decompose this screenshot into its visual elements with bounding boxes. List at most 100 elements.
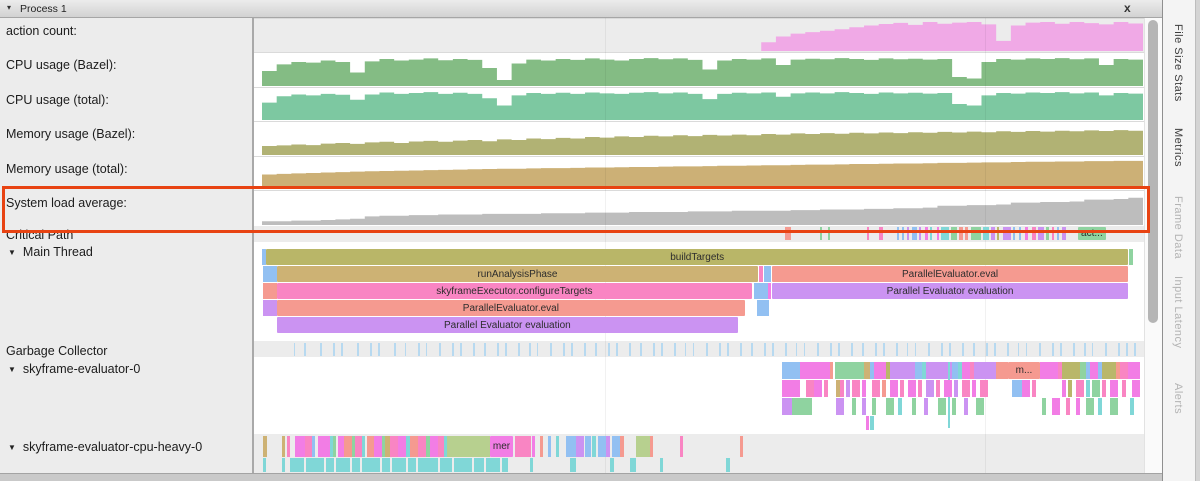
event-slice[interactable] (881, 380, 886, 397)
event-slice[interactable] (555, 436, 560, 457)
event-slice[interactable] (518, 343, 520, 356)
event-slice[interactable] (1097, 362, 1102, 379)
event-slice[interactable] (996, 227, 1000, 240)
event-slice[interactable] (872, 398, 876, 415)
event-slice[interactable] (969, 362, 974, 379)
event-slice[interactable] (653, 343, 655, 356)
event-slice[interactable] (906, 343, 909, 356)
event-slice[interactable] (758, 266, 764, 282)
event-slice[interactable] (1085, 362, 1090, 379)
event-slice[interactable] (304, 436, 313, 457)
event-slice[interactable] (404, 343, 407, 356)
event-slice[interactable] (958, 227, 963, 240)
event-slice[interactable] (943, 380, 952, 397)
event-slice[interactable] (304, 343, 306, 356)
event-slice[interactable] (1007, 343, 1009, 356)
event-slice[interactable] (982, 227, 989, 240)
event-slice[interactable] (957, 362, 962, 379)
event-slice[interactable] (846, 380, 850, 397)
event-slice[interactable] (901, 227, 904, 240)
event-badge[interactable]: Parallel Evaluator evaluation (772, 283, 1129, 299)
event-slice[interactable] (726, 458, 730, 472)
event-slice[interactable] (1017, 343, 1020, 356)
event-slice[interactable] (925, 227, 929, 240)
event-slice[interactable] (290, 458, 305, 472)
event-slice[interactable] (501, 458, 508, 472)
event-slice[interactable] (852, 398, 857, 415)
event-slice[interactable] (1110, 380, 1119, 397)
event-slice[interactable] (1085, 380, 1090, 397)
event-slice[interactable] (608, 343, 610, 356)
event-slice[interactable] (919, 227, 922, 240)
event-slice[interactable] (439, 343, 441, 356)
event-badge[interactable]: ParallelEvaluator.eval (276, 300, 745, 316)
event-slice[interactable] (606, 436, 610, 457)
event-slice[interactable] (886, 398, 895, 415)
event-slice[interactable] (852, 380, 861, 397)
event-slice[interactable] (878, 227, 883, 240)
event-slice[interactable] (990, 227, 995, 240)
event-slice[interactable] (338, 436, 345, 457)
event-slice[interactable] (874, 362, 886, 379)
event-slice[interactable] (398, 436, 406, 457)
event-slice[interactable] (540, 436, 544, 457)
event-slice[interactable] (986, 343, 988, 356)
event-slice[interactable] (994, 343, 996, 356)
counter-chart[interactable] (262, 22, 1143, 51)
event-slice[interactable] (361, 436, 366, 457)
event-slice[interactable] (740, 436, 744, 457)
event-slice[interactable] (378, 343, 380, 356)
event-slice[interactable] (325, 458, 334, 472)
event-slice[interactable] (706, 343, 708, 356)
event-slice[interactable] (764, 343, 766, 356)
event-slice[interactable] (320, 343, 322, 356)
event-slice[interactable] (660, 458, 664, 472)
event-slice[interactable] (515, 436, 531, 457)
tab-input-latency[interactable]: Input Latency (1172, 276, 1184, 349)
tab-alerts[interactable]: Alerts (1172, 383, 1184, 415)
event-slice[interactable] (781, 398, 792, 415)
event-badge[interactable]: Parallel Evaluator evaluation (276, 317, 738, 333)
event-slice[interactable] (1025, 343, 1028, 356)
event-slice[interactable] (262, 249, 267, 265)
event-slice[interactable] (906, 227, 910, 240)
event-slice[interactable] (980, 380, 989, 397)
event-slice[interactable] (950, 227, 958, 240)
event-badge[interactable]: buildTargets (266, 249, 1128, 265)
event-slice[interactable] (929, 227, 932, 240)
event-slice[interactable] (838, 343, 840, 356)
event-slice[interactable] (357, 343, 359, 356)
event-slice[interactable] (1060, 343, 1062, 356)
event-slice[interactable] (1122, 380, 1126, 397)
event-slice[interactable] (872, 380, 881, 397)
event-slice[interactable] (394, 343, 396, 356)
event-slice[interactable] (867, 227, 870, 240)
event-slice[interactable] (407, 458, 416, 472)
event-slice[interactable] (823, 380, 828, 397)
event-slice[interactable] (941, 343, 943, 356)
event-slice[interactable] (935, 380, 940, 397)
event-slice[interactable] (914, 343, 917, 356)
event-slice[interactable] (1046, 227, 1049, 240)
event-slice[interactable] (452, 343, 454, 356)
event-slice[interactable] (754, 283, 768, 299)
event-slice[interactable] (971, 380, 976, 397)
event-slice[interactable] (1052, 343, 1054, 356)
event-slice[interactable] (425, 343, 428, 356)
event-slice[interactable] (1073, 343, 1075, 356)
event-slice[interactable] (951, 398, 956, 415)
event-slice[interactable] (912, 398, 916, 415)
counter-chart[interactable] (262, 160, 1143, 189)
counter-chart[interactable] (262, 125, 1143, 155)
event-slice[interactable] (1118, 343, 1120, 356)
event-slice[interactable] (1057, 362, 1062, 379)
event-slice[interactable] (851, 343, 853, 356)
event-slice[interactable] (306, 458, 324, 472)
tab-frame-data[interactable]: Frame Data (1172, 196, 1184, 260)
event-slice[interactable] (612, 436, 620, 457)
event-slice[interactable] (1076, 380, 1085, 397)
event-slice[interactable] (800, 362, 831, 379)
event-slice[interactable] (772, 343, 774, 356)
event-slice[interactable] (830, 343, 832, 356)
event-slice[interactable] (1105, 343, 1107, 356)
